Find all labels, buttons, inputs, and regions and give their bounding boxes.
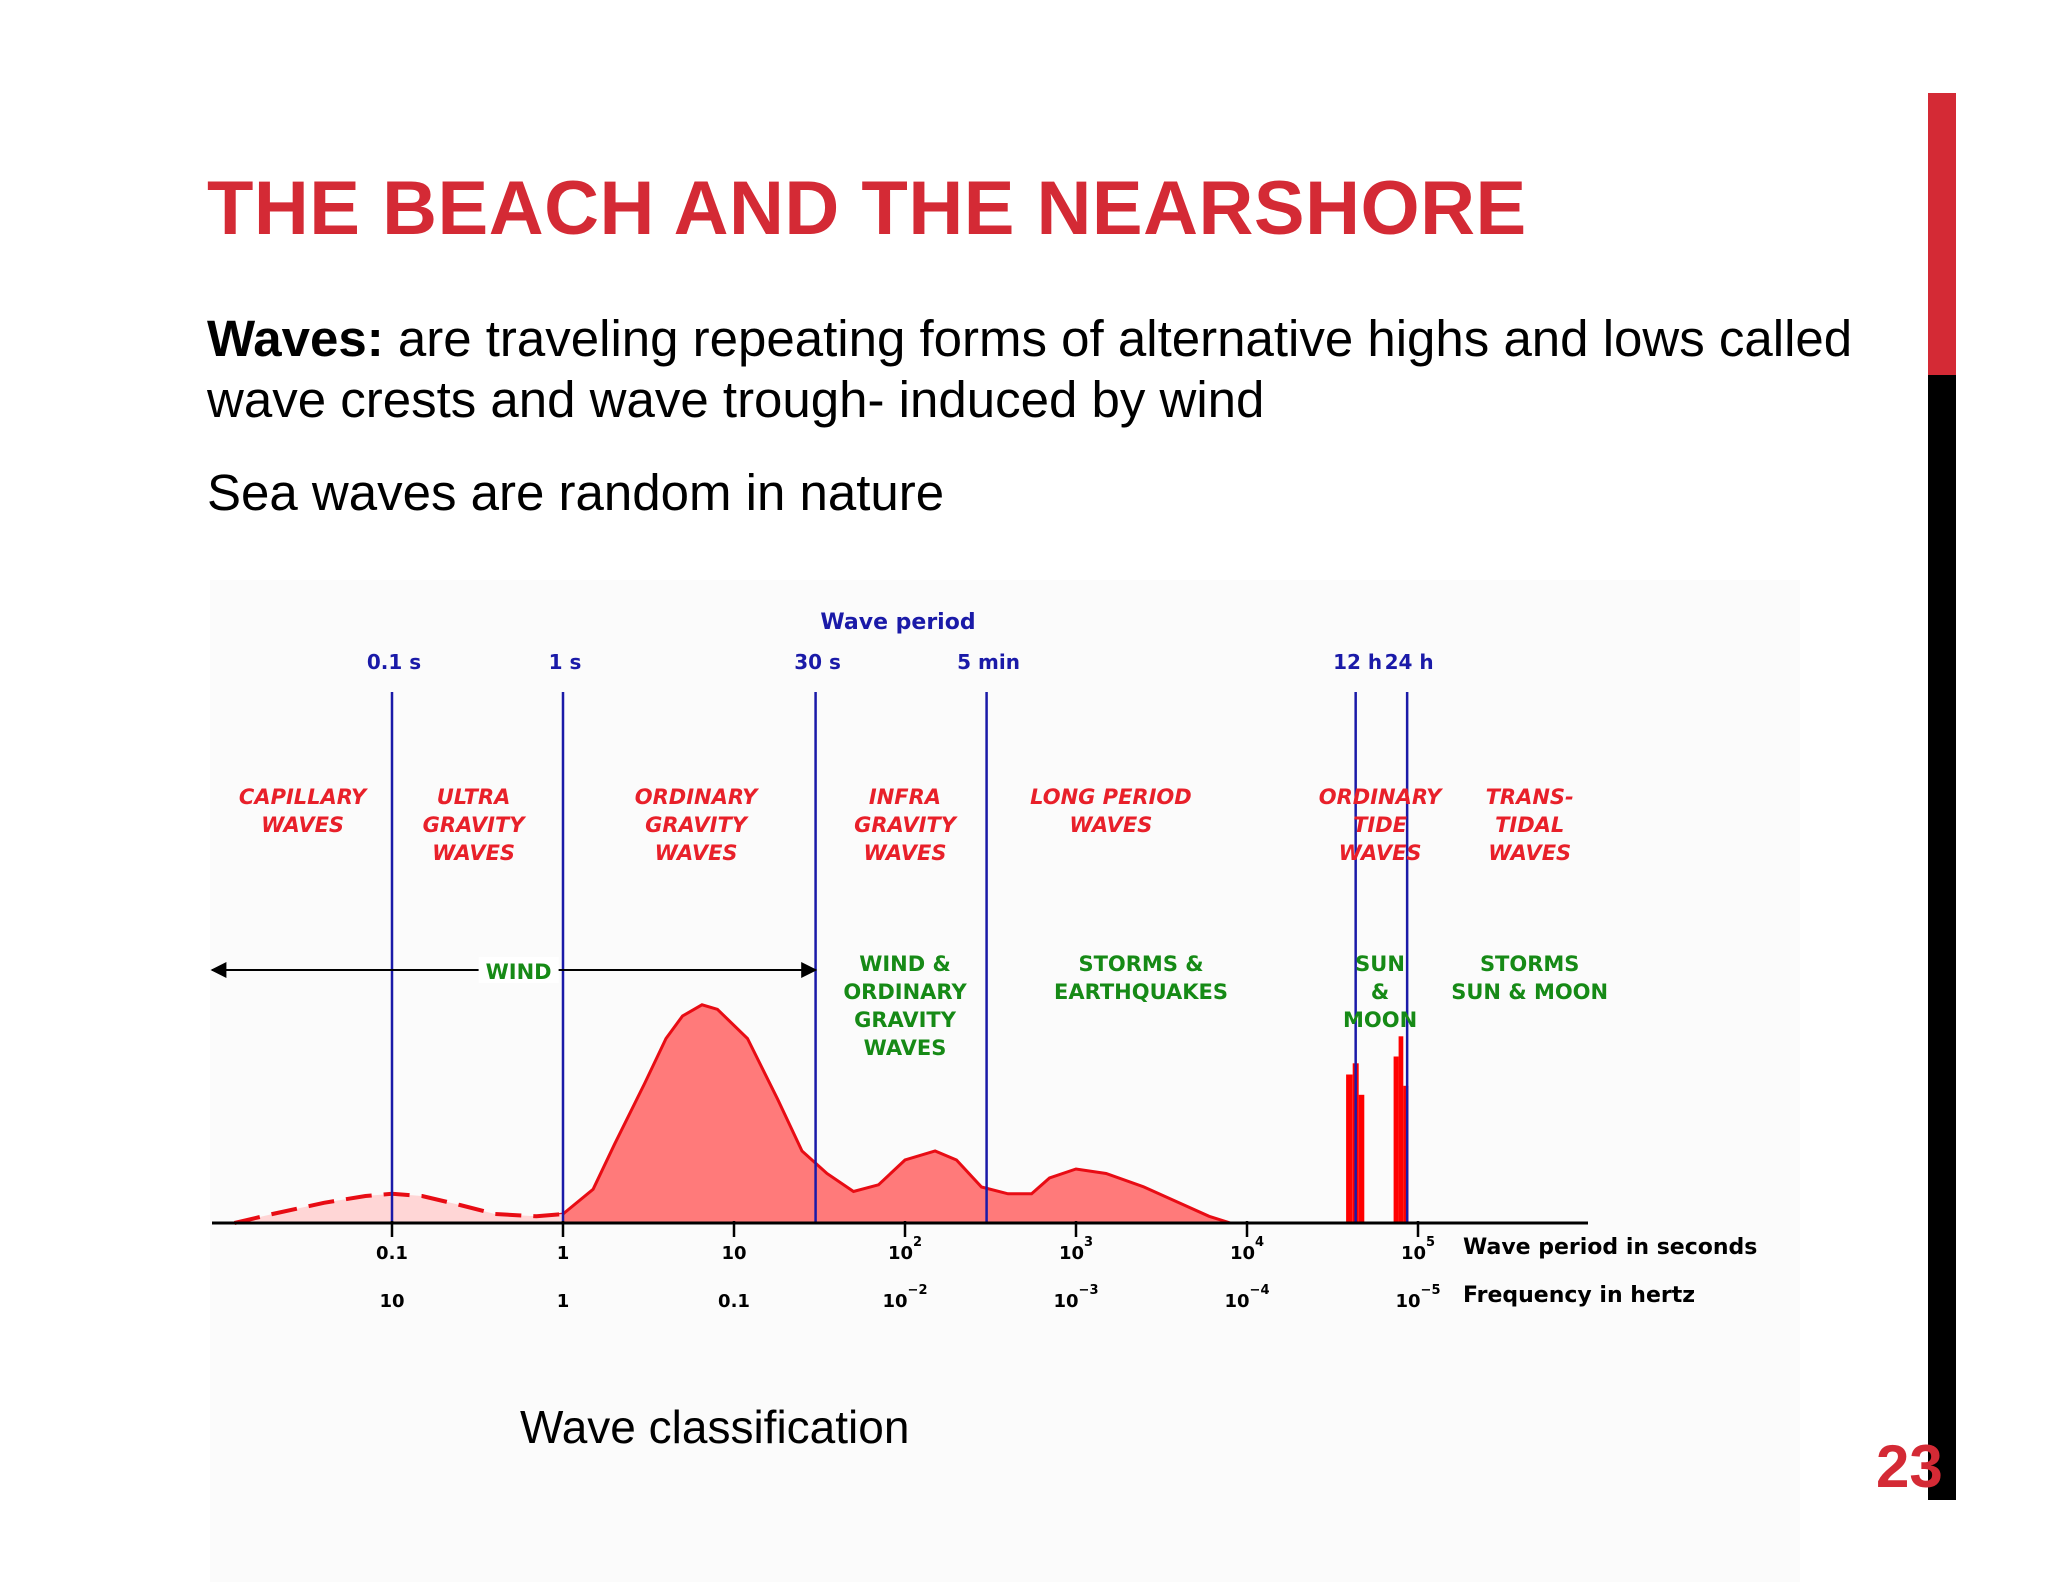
axis-row-label: Frequency in hertz [1463, 1283, 1695, 1308]
wave-type-label-6: ORDINARY TIDE WAVES [1319, 785, 1443, 865]
random-nature-note: Sea waves are random in nature [207, 464, 945, 521]
forcing-line: EARTHQUAKES [1054, 980, 1228, 1004]
wave-type-line: ULTRA [437, 785, 511, 809]
wind-label-backdrop [478, 957, 559, 983]
forcing-label-2: WIND & ORDINARY GRAVITY WAVES [843, 952, 967, 1060]
period-marker-label: 30 s [794, 650, 841, 674]
wave-type-label-2: ULTRA GRAVITY WAVES [423, 785, 527, 865]
slide-title: THE BEACH AND THE NEARSHORE [207, 166, 1527, 251]
wave-classification-chart: 0.1 s 1 s 30 s 5 min 12 h 24 h Wave period 0.1 1… [210, 610, 1757, 1312]
energy-curve-line [536, 1003, 1231, 1225]
wave-type-label-4: INFRA GRAVITY WAVES [854, 785, 958, 865]
wave-type-line: WAVES [261, 813, 344, 837]
tick-label: 102 [888, 1235, 922, 1264]
tick-label: 0.1 [718, 1291, 750, 1312]
energy-area-fill [536, 1004, 1231, 1223]
energy-area-fill-dashed [234, 1193, 563, 1223]
wave-type-label-7: TRANS- TIDAL WAVES [1486, 785, 1574, 865]
tick-label-exponent: 2 [913, 1235, 922, 1250]
wave-type-line: WAVES [432, 841, 515, 865]
tick-label: 1 [557, 1243, 570, 1264]
wave-type-line: GRAVITY [423, 813, 527, 837]
tick-label: 10−2 [882, 1283, 927, 1312]
tick-label: 10 [379, 1291, 404, 1312]
wave-type-line: TRANS- [1486, 785, 1574, 809]
energy-curve-dashed-line [234, 1191, 564, 1225]
forcing-line: SUN & MOON [1451, 980, 1608, 1004]
forcing-line: & [1371, 980, 1389, 1004]
tick-label-exponent: −2 [908, 1283, 928, 1298]
page-number: 23 [1876, 1433, 1943, 1500]
tick-label: 10−4 [1224, 1283, 1269, 1312]
forcing-line: MOON [1343, 1008, 1417, 1032]
wave-type-line: WAVES [864, 841, 947, 865]
forcing-line: WAVES [864, 1036, 947, 1060]
wave-type-label-5: LONG PERIOD WAVES [1030, 785, 1192, 837]
wave-type-line: ORDINARY [1319, 785, 1443, 809]
forcing-line: WIND & [859, 952, 951, 976]
forcing-label-1: WIND [486, 960, 552, 984]
forcing-line: SUN [1355, 952, 1405, 976]
tide-bar-3 [1358, 1094, 1365, 1224]
wave-type-line: GRAVITY [645, 813, 749, 837]
wave-type-line: WAVES [1069, 813, 1152, 837]
wave-type-line: WAVES [1339, 841, 1422, 865]
period-marker-label: 24 h [1385, 650, 1434, 674]
wave-type-label-1: CAPILLARY WAVES [239, 785, 368, 837]
wave-type-line: ORDINARY [635, 785, 759, 809]
tick-label-exponent: −4 [1250, 1283, 1270, 1298]
chart-title: Wave period [820, 610, 975, 635]
figure-background [210, 580, 1800, 1582]
wave-type-line: TIDE [1353, 813, 1408, 837]
tick-label-exponent: −3 [1079, 1283, 1099, 1298]
wave-type-line: INFRA [869, 785, 941, 809]
forcing-label-3: STORMS & EARTHQUAKES [1054, 952, 1228, 1004]
tick-label-exponent: 4 [1255, 1235, 1264, 1250]
forcing-line: STORMS [1480, 952, 1580, 976]
tick-label: 10−3 [1053, 1283, 1098, 1312]
tick-label: 0.1 [376, 1243, 408, 1264]
period-marker-label: 12 h [1333, 650, 1382, 674]
forcing-line: STORMS & [1078, 952, 1203, 976]
wave-type-line: CAPILLARY [239, 785, 368, 809]
tick-label: 104 [1230, 1235, 1264, 1264]
forcing-label-4: SUN & MOON [1343, 952, 1417, 1032]
axis-row-label: Wave period in seconds [1463, 1235, 1757, 1260]
tide-bar-1 [1346, 1074, 1353, 1223]
figure-caption: Wave classification [520, 1401, 910, 1453]
tick-label-exponent: 5 [1426, 1235, 1435, 1250]
wave-definition: Waves: are traveling repeating forms of … [207, 308, 1907, 430]
tick-label-exponent: 3 [1084, 1235, 1093, 1250]
forcing-line: ORDINARY [843, 980, 967, 1004]
period-marker-label: 5 min [957, 650, 1020, 674]
wave-type-label-3: ORDINARY GRAVITY WAVES [635, 785, 759, 865]
tick-label: 10−5 [1395, 1283, 1440, 1312]
forcing-line: GRAVITY [854, 1008, 957, 1032]
tide-bar-5 [1398, 1036, 1404, 1224]
wave-type-line: GRAVITY [854, 813, 958, 837]
definition-term: Waves: [207, 310, 384, 367]
tick-label: 103 [1059, 1235, 1093, 1264]
period-marker-label: 0.1 s [367, 650, 421, 674]
tick-label: 10 [721, 1243, 746, 1264]
wave-type-line: LONG PERIOD [1030, 785, 1192, 809]
wave-type-line: WAVES [655, 841, 738, 865]
tick-label: 1 [557, 1291, 570, 1312]
wave-type-line: TIDAL [1495, 813, 1564, 837]
tick-label-exponent: −5 [1421, 1283, 1441, 1298]
tick-label: 105 [1401, 1235, 1435, 1264]
side-accent-bar-red [1928, 93, 1956, 375]
forcing-label-5: STORMS SUN & MOON [1451, 952, 1608, 1004]
tide-bar-4 [1393, 1056, 1399, 1223]
period-marker-label: 1 s [549, 650, 582, 674]
definition-text: are traveling repeating forms of alterna… [207, 310, 1853, 428]
forcing-line: WIND [486, 960, 552, 984]
side-accent-bar-black [1928, 375, 1956, 1500]
wave-type-line: WAVES [1488, 841, 1571, 865]
